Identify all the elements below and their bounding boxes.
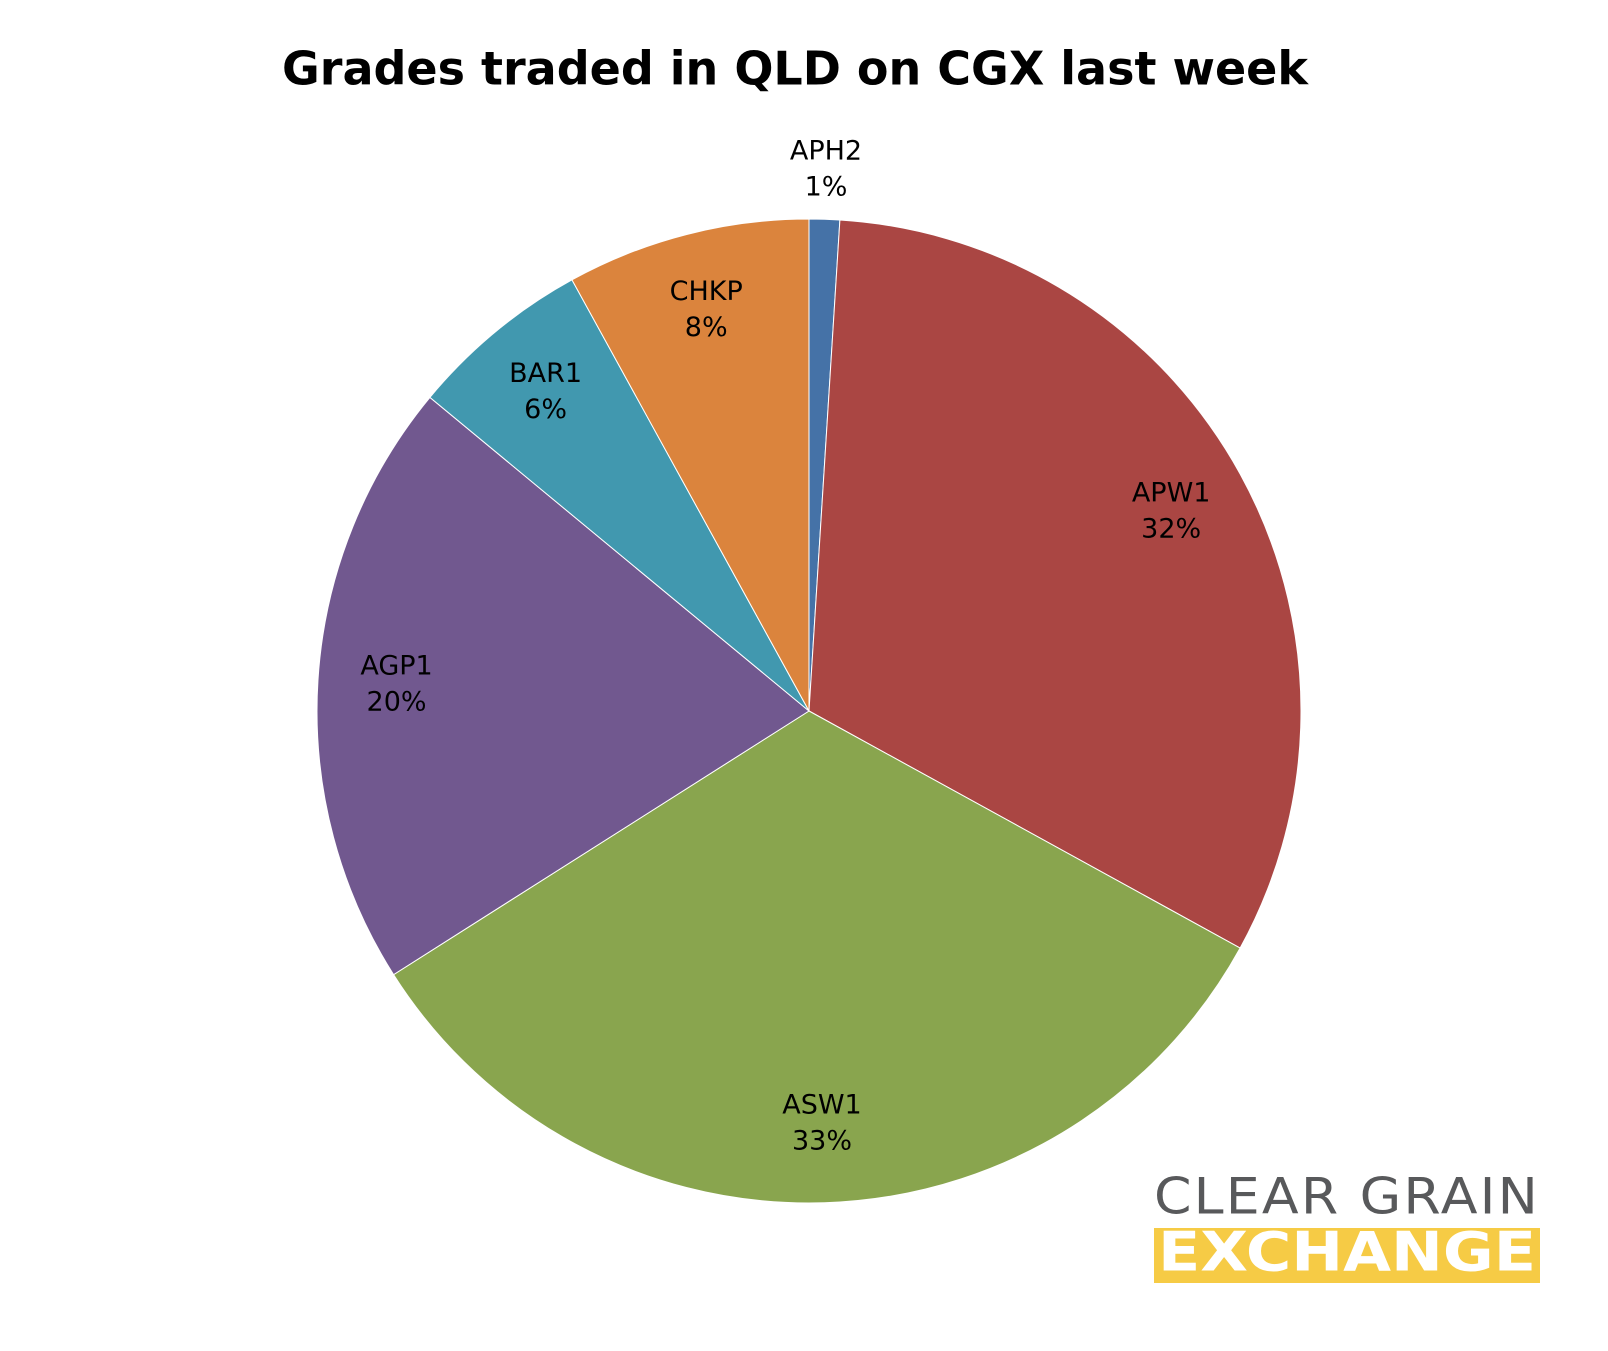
chart-title: Grades traded in QLD on CGX last week	[282, 42, 1309, 96]
logo-line1: CLEAR GRAIN	[1154, 1168, 1540, 1226]
slice-value-label: 1%	[805, 172, 848, 203]
pie-slice	[808, 219, 1302, 949]
slice-value-label: 33%	[792, 1126, 852, 1157]
pie-slice	[571, 218, 810, 712]
slice-label: BAR1	[509, 358, 582, 389]
logo-line2: EXCHANGE	[1158, 1221, 1536, 1284]
slice-label: ASW1	[782, 1090, 861, 1121]
pie-slice	[316, 396, 810, 976]
slice-label: APH2	[790, 136, 862, 167]
logo: CLEAR GRAIN EXCHANGE	[1154, 1168, 1540, 1284]
pie-slice	[429, 279, 810, 712]
pie-slice	[392, 710, 1241, 1204]
slice-value-label: 32%	[1141, 513, 1201, 544]
slice-value-label: 6%	[524, 394, 567, 425]
slice-value-label: 20%	[367, 687, 427, 718]
slice-value-label: 8%	[685, 312, 728, 343]
slice-label: APW1	[1132, 477, 1211, 508]
logo-band	[1154, 1228, 1540, 1283]
slice-label: AGP1	[360, 651, 432, 682]
pie: APH2 1% APW1 32% ASW1 33% AGP1 20% BAR1 6% CHKP 8%	[316, 136, 1302, 1204]
slice-label: CHKP	[670, 276, 743, 307]
